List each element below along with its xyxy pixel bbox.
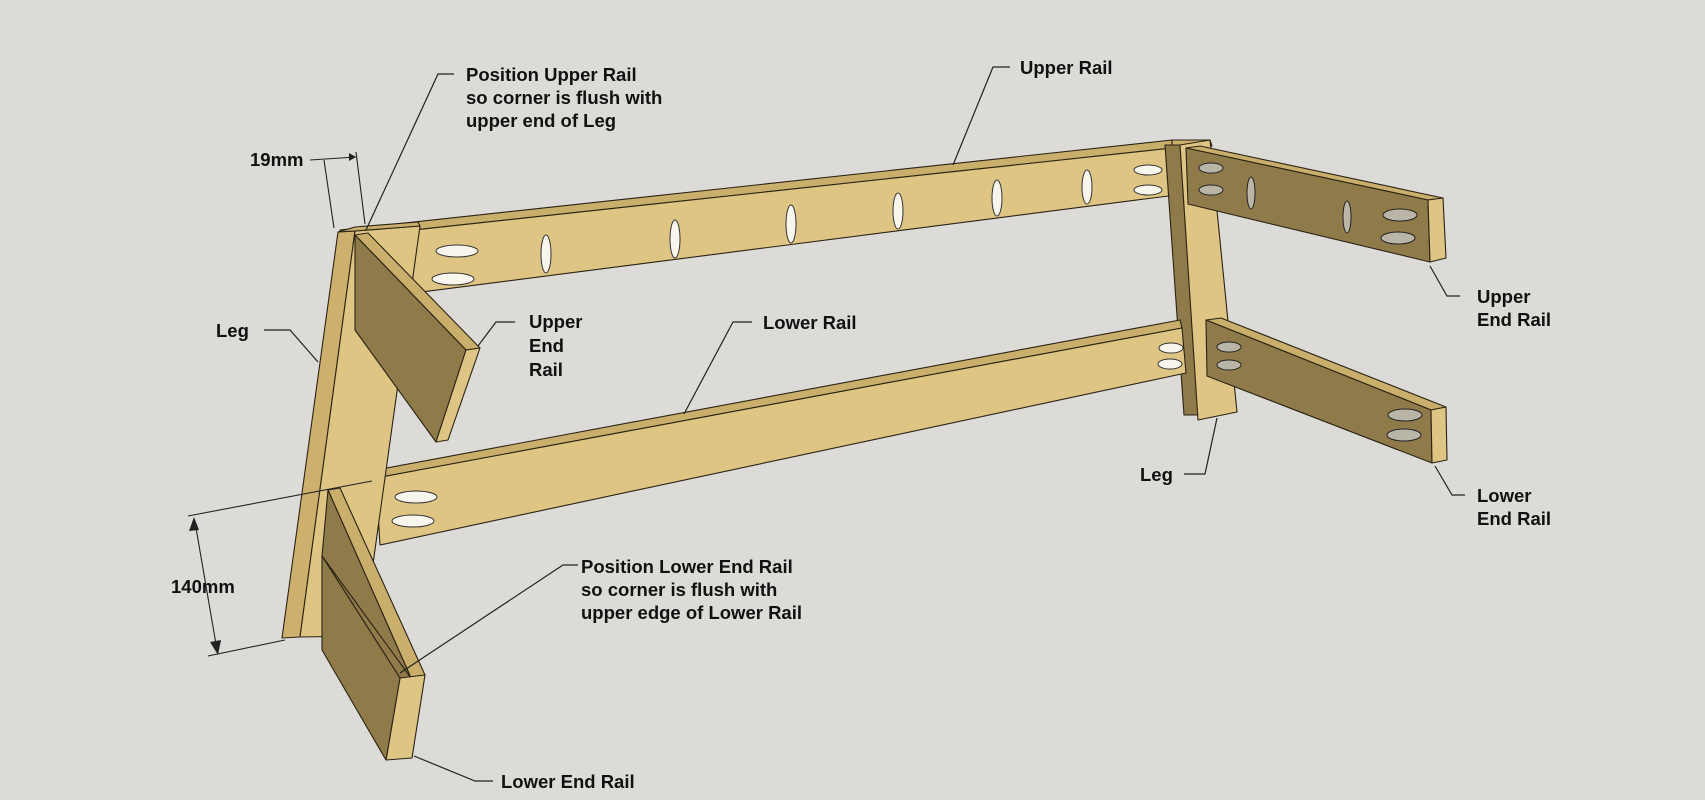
label-lower-end-rail-bottom: Lower End Rail bbox=[501, 771, 635, 792]
dimension-140mm: 140mm bbox=[171, 480, 373, 657]
leader-leg-right bbox=[1184, 417, 1218, 475]
leader-upper-end-rail-left bbox=[477, 321, 515, 347]
upper-end-rail-right-face bbox=[1185, 147, 1431, 263]
upper-end-rail-right-pocket-holes bbox=[1198, 162, 1418, 245]
leader-position-lower-end-rail bbox=[399, 564, 578, 674]
lower-end-rail-right-pocket-holes bbox=[1216, 341, 1423, 442]
lower-rail-pocket-holes bbox=[391, 342, 1184, 528]
lower-end-rail-right-end bbox=[1430, 406, 1448, 464]
upper-end-rail-right bbox=[1185, 145, 1447, 263]
lower-end-rail-left-side bbox=[321, 555, 401, 761]
leader-lower-end-rail-bottom bbox=[413, 755, 493, 782]
leader-lower-end-rail-right bbox=[1434, 465, 1465, 496]
dimension-19mm-label: 19mm bbox=[250, 149, 303, 170]
leader-leg-left bbox=[264, 329, 319, 363]
upper-rail bbox=[339, 139, 1213, 303]
upper-end-rail-left-end bbox=[435, 347, 481, 443]
upper-end-rail-left bbox=[354, 232, 481, 443]
label-upper-end-rail-left: Upper End Rail bbox=[529, 311, 588, 380]
label-leg-right: Leg bbox=[1140, 464, 1173, 485]
label-upper-rail: Upper Rail bbox=[1020, 57, 1113, 78]
label-position-lower-end-rail: Position Lower End Rail so corner is flu… bbox=[581, 556, 802, 623]
label-upper-end-rail-right: Upper End Rail bbox=[1477, 286, 1551, 330]
leader-lines bbox=[264, 66, 1465, 782]
dimension-140mm-label: 140mm bbox=[171, 576, 235, 597]
upper-end-rail-right-end bbox=[1427, 197, 1447, 263]
lower-end-rail-left bbox=[321, 487, 426, 761]
left-leg-top bbox=[337, 221, 421, 233]
label-leg-left: Leg bbox=[216, 320, 249, 341]
leader-upper-rail bbox=[952, 66, 1010, 166]
lower-rail bbox=[375, 319, 1187, 546]
label-lower-rail: Lower Rail bbox=[763, 312, 857, 333]
leader-lower-rail bbox=[683, 321, 752, 415]
dimension-19mm: 19mm bbox=[250, 149, 366, 229]
label-position-upper-rail: Position Upper Rail so corner is flush w… bbox=[466, 64, 667, 131]
upper-rail-pocket-holes bbox=[431, 164, 1163, 286]
lower-end-rail-right bbox=[1205, 317, 1448, 464]
leader-position-upper-rail bbox=[365, 73, 454, 231]
leader-upper-end-rail-right bbox=[1429, 265, 1460, 297]
label-lower-end-rail-right: Lower End Rail bbox=[1477, 485, 1551, 529]
lower-rail-face bbox=[375, 327, 1187, 546]
